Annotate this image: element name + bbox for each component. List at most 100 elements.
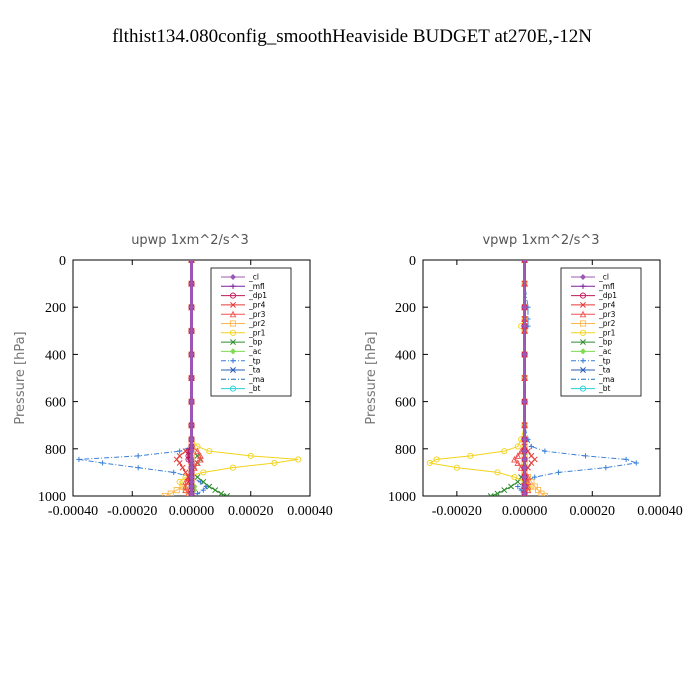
legend-marker	[230, 339, 236, 346]
point-pr4	[176, 460, 183, 466]
legend-label: _ta	[598, 366, 610, 375]
point-pr2	[541, 492, 548, 496]
panel-title: vpwp 1xm^2/s^3	[482, 233, 599, 248]
y-tick-label: 1000	[388, 490, 416, 505]
legend-marker	[229, 292, 237, 299]
legend-label: _bp	[248, 338, 263, 347]
legend-marker	[229, 348, 237, 355]
x-tick-label: -0.00040	[48, 504, 98, 519]
series-bp	[487, 260, 528, 496]
x-tick-label: -0.00020	[432, 504, 482, 519]
point-pr3	[194, 459, 201, 467]
legend-label: _tp	[598, 356, 611, 365]
y-tick-label: 200	[395, 301, 416, 316]
point-pr3	[514, 452, 522, 459]
point-pr3	[182, 486, 189, 494]
point-tp	[542, 448, 548, 454]
x-tick-label: 0.00020	[228, 504, 274, 519]
point-cl	[521, 323, 528, 330]
legend-label: _pr1	[248, 328, 266, 337]
point-pr4	[182, 469, 189, 476]
y-tick-label: 400	[395, 348, 416, 363]
point-pr2	[161, 492, 168, 496]
x-tick-label: 0.00040	[637, 504, 683, 519]
point-pr2	[167, 490, 174, 496]
point-pr2	[531, 483, 538, 490]
legend: _cl_mfl_dp1_pr4_pr3_pr2_pr1_bp_ac_tp_ta_…	[560, 267, 642, 397]
point-tp	[135, 453, 141, 459]
legend-marker	[580, 283, 586, 289]
legend-label: _pr2	[248, 319, 266, 328]
point-pr1	[433, 456, 440, 463]
legend-marker	[580, 301, 586, 308]
series-cl	[188, 260, 195, 496]
legend-marker	[580, 367, 586, 373]
point-bp	[487, 493, 494, 496]
y-tick-label: 800	[45, 443, 66, 458]
point-pr1	[247, 452, 254, 459]
legend-label: _ma	[248, 375, 265, 384]
legend-label: _pr4	[248, 301, 266, 310]
point-pr3	[511, 455, 518, 463]
legend-label: _tp	[248, 356, 261, 365]
legend-marker	[229, 385, 237, 392]
point-pr4	[528, 460, 535, 466]
figure-title: flthist134.080config_smoothHeaviside BUD…	[112, 26, 592, 47]
series-pr3	[511, 260, 532, 496]
legend-box	[560, 267, 642, 397]
legend-label: _cl	[248, 273, 259, 282]
point-cl	[188, 448, 195, 455]
legend-label: _pr3	[248, 310, 266, 319]
point-pr3	[194, 447, 201, 455]
point-bp	[218, 490, 225, 496]
panels: upwp 1xm^2/s^3 Pressure [hPa] 0 200 400 600 80…	[13, 233, 683, 519]
point-cl	[521, 483, 528, 490]
legend-label: _pr1	[598, 328, 616, 337]
legend-box	[210, 267, 292, 397]
point-cl	[521, 464, 528, 471]
point-cl	[188, 483, 195, 490]
point-cl	[521, 351, 528, 358]
point-cl	[188, 490, 195, 496]
legend-marker	[580, 339, 586, 346]
point-pr1	[206, 448, 213, 455]
legend-marker	[580, 358, 586, 364]
legend-label: _bt	[598, 384, 611, 393]
legend-label: _ma	[598, 375, 615, 384]
legend-marker	[579, 273, 587, 281]
legend-label: _ac	[598, 347, 611, 356]
point-tp	[76, 456, 82, 463]
point-cl	[188, 351, 195, 358]
legend-marker	[229, 320, 237, 327]
y-tick-label: 800	[395, 443, 416, 458]
panel-title: upwp 1xm^2/s^3	[131, 233, 249, 248]
legend-marker	[229, 329, 237, 336]
point-tp	[582, 453, 589, 459]
point-pr3	[197, 452, 204, 459]
point-pr1	[511, 474, 518, 481]
point-pr1	[501, 448, 508, 455]
point-pr1	[200, 469, 207, 476]
point-tp	[633, 460, 639, 466]
series-line-bp	[490, 260, 526, 496]
point-pr1	[494, 469, 501, 476]
point-pr1	[528, 483, 535, 490]
point-pr2	[528, 478, 535, 485]
legend-marker	[579, 329, 587, 336]
y-tick-label: 400	[45, 348, 66, 363]
point-tp	[518, 487, 524, 493]
legend-label: _bt	[248, 384, 261, 393]
point-cl	[188, 474, 195, 481]
legend-label: _pr2	[598, 319, 616, 328]
legend-marker	[579, 348, 587, 355]
y-axis-label: Pressure [hPa]	[13, 331, 28, 424]
point-cl	[188, 464, 195, 471]
point-bp	[224, 493, 231, 496]
point-tp	[515, 483, 521, 490]
point-cl	[188, 260, 195, 264]
legend-label: _ac	[248, 347, 261, 356]
point-pr2	[173, 487, 180, 494]
point-cl	[188, 398, 195, 405]
point-tp	[171, 469, 177, 475]
